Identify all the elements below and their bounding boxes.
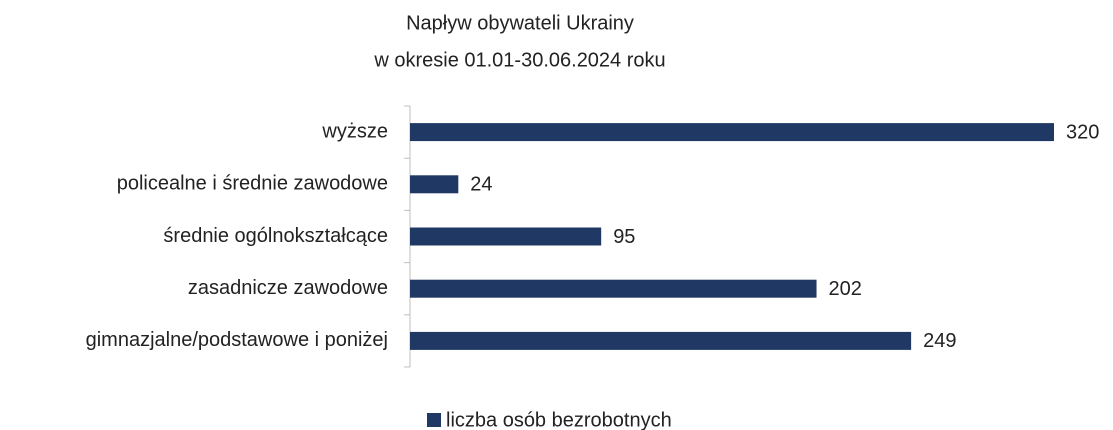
legend-swatch <box>427 413 441 427</box>
data-label: 320 <box>1066 121 1099 143</box>
bar <box>410 279 817 298</box>
bar <box>410 227 602 246</box>
y-tick-label: policealne i średnie zawodowe <box>117 173 388 195</box>
data-label: 249 <box>923 330 956 352</box>
chart-title: w okresie 01.01-30.06.2024 roku <box>373 49 665 71</box>
y-tick-label: wyższe <box>321 120 388 142</box>
bar <box>410 175 459 194</box>
data-label: 24 <box>470 174 492 196</box>
y-tick-label: średnie ogólnokształcące <box>163 225 388 247</box>
y-tick-label: zasadnicze zawodowe <box>188 277 388 299</box>
y-tick-label: gimnazjalne/podstawowe i poniżej <box>86 329 388 351</box>
legend-label: liczba osób bezrobotnych <box>446 409 672 430</box>
bar <box>410 331 912 350</box>
data-label: 95 <box>613 226 635 248</box>
data-label: 202 <box>829 278 862 300</box>
bar <box>410 123 1054 142</box>
chart-title: Napływ obywateli Ukrainy <box>406 12 634 34</box>
